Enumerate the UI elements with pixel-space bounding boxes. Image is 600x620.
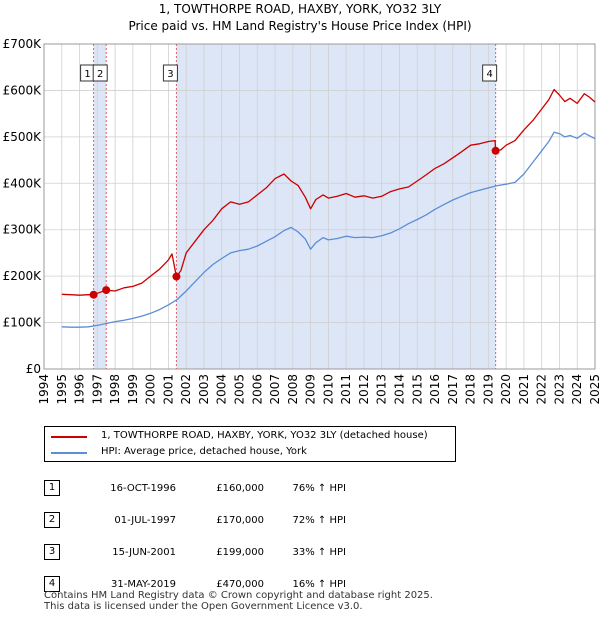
sale-price: £199,000 bbox=[216, 546, 264, 558]
y-tick-label: £700K bbox=[3, 37, 43, 51]
x-tick-label: 2020 bbox=[499, 374, 513, 405]
sale-hpi-change: 72% ↑ HPI bbox=[292, 514, 346, 526]
y-tick-label: £600K bbox=[3, 83, 43, 97]
sale-number-badge: 2 bbox=[44, 512, 60, 528]
legend-label-hpi: HPI: Average price, detached house, York bbox=[101, 446, 307, 457]
hpi-line bbox=[61, 131, 596, 328]
chart-title: 1, TOWTHORPE ROAD, HAXBY, YORK, YO32 3LY bbox=[158, 2, 442, 16]
sale-price: £470,000 bbox=[216, 578, 264, 590]
legend-swatch-hpi bbox=[51, 452, 87, 454]
x-tick-label: 2021 bbox=[517, 374, 531, 405]
footer-copyright: Contains HM Land Registry data © Crown c… bbox=[44, 590, 433, 601]
x-tick-label: 2017 bbox=[446, 374, 460, 405]
sale-label-frame bbox=[162, 64, 178, 82]
sale-label-box: 3 bbox=[162, 64, 178, 82]
table-row: 2 01-JUL-1997 £170,000 72% ↑ HPI bbox=[44, 504, 346, 536]
sale-label-text: 1 bbox=[84, 69, 90, 80]
shaded-ownership-period bbox=[93, 44, 107, 369]
table-row: 1 16-OCT-1996 £160,000 76% ↑ HPI bbox=[44, 472, 346, 504]
x-tick-label: 2014 bbox=[392, 374, 406, 405]
sale-label-box: 1 bbox=[80, 64, 96, 82]
y-tick-label: £0 bbox=[26, 362, 41, 376]
price-chart: 1 2 3 4 £0 £100K £200K £300K £400K £500K £600K £700… bbox=[3, 37, 600, 405]
legend-swatch-property bbox=[51, 436, 87, 438]
y-tick-label: £500K bbox=[3, 130, 43, 144]
x-tick-label: 2003 bbox=[197, 374, 211, 405]
x-tick-label: 2007 bbox=[268, 374, 282, 405]
x-tick-label: 2022 bbox=[535, 374, 549, 405]
x-tick-label: 2025 bbox=[588, 374, 600, 405]
x-tick-label: 2024 bbox=[570, 374, 584, 405]
sale-label-text: 2 bbox=[97, 69, 103, 80]
x-tick-label: 2002 bbox=[179, 374, 193, 405]
sale-date: 31-MAY-2019 bbox=[110, 578, 176, 590]
sale-label-box: 4 bbox=[482, 64, 498, 82]
sale-price: £170,000 bbox=[216, 514, 264, 526]
sale-point bbox=[172, 272, 181, 281]
sale-label-frame bbox=[92, 64, 108, 82]
sale-number-badge: 1 bbox=[44, 480, 60, 496]
x-tick-label: 2004 bbox=[215, 374, 229, 405]
sale-date: 16-OCT-1996 bbox=[110, 482, 176, 494]
shaded-ownership-period bbox=[176, 44, 496, 369]
x-tick-label: 2000 bbox=[144, 374, 158, 405]
x-tick-label: 2011 bbox=[339, 374, 353, 405]
sales-table: 1 16-OCT-1996 £160,000 76% ↑ HPI 2 01-JU… bbox=[44, 472, 346, 600]
plot-border bbox=[43, 43, 596, 370]
sale-number-badge: 3 bbox=[44, 544, 60, 560]
x-tick-label: 2005 bbox=[233, 374, 247, 405]
x-tick-label: 2016 bbox=[428, 374, 442, 405]
x-tick-label: 2008 bbox=[286, 374, 300, 405]
table-row: 3 15-JUN-2001 £199,000 33% ↑ HPI bbox=[44, 536, 346, 568]
x-tick-label: 2023 bbox=[552, 374, 566, 405]
sale-point bbox=[102, 286, 111, 295]
x-tick-label: 1996 bbox=[73, 374, 87, 405]
x-tick-label: 2001 bbox=[161, 374, 175, 405]
sale-point bbox=[491, 146, 500, 155]
sale-label-box: 2 bbox=[92, 64, 108, 82]
sale-date: 01-JUL-1997 bbox=[114, 514, 176, 526]
x-tick-label: 1999 bbox=[126, 374, 140, 405]
legend-label-property: 1, TOWTHORPE ROAD, HAXBY, YORK, YO32 3LY… bbox=[101, 430, 428, 441]
x-tick-label: 2013 bbox=[375, 374, 389, 405]
property-price-line bbox=[61, 88, 596, 296]
footer: Contains HM Land Registry data © Crown c… bbox=[44, 590, 433, 612]
sale-label-frame bbox=[482, 64, 498, 82]
x-tick-label: 2019 bbox=[481, 374, 495, 405]
x-tick-label: 1997 bbox=[90, 374, 104, 405]
sale-number-badge: 4 bbox=[44, 576, 60, 592]
x-tick-label: 1998 bbox=[108, 374, 122, 405]
sale-label-text: 4 bbox=[486, 69, 492, 80]
sale-hpi-change: 16% ↑ HPI bbox=[292, 578, 346, 590]
x-tick-label: 2010 bbox=[321, 374, 335, 405]
sale-point bbox=[89, 290, 98, 299]
sale-date: 15-JUN-2001 bbox=[112, 546, 176, 558]
x-tick-label: 2006 bbox=[250, 374, 264, 405]
y-tick-label: £400K bbox=[3, 176, 43, 190]
legend: 1, TOWTHORPE ROAD, HAXBY, YORK, YO32 3LY… bbox=[44, 426, 456, 462]
sale-label-text: 3 bbox=[167, 69, 173, 80]
chart-subtitle: Price paid vs. HM Land Registry's House … bbox=[128, 19, 472, 33]
x-tick-label: 1995 bbox=[55, 374, 69, 405]
x-tick-label: 1994 bbox=[37, 374, 51, 405]
x-tick-label: 2015 bbox=[410, 374, 424, 405]
x-tick-label: 2012 bbox=[357, 374, 371, 405]
sale-hpi-change: 76% ↑ HPI bbox=[292, 482, 346, 494]
y-tick-label: £200K bbox=[3, 269, 43, 283]
sale-hpi-change: 33% ↑ HPI bbox=[292, 546, 346, 558]
y-tick-label: £300K bbox=[3, 223, 43, 237]
footer-licence: This data is licensed under the Open Gov… bbox=[44, 601, 363, 612]
x-tick-label: 2018 bbox=[464, 374, 478, 405]
y-tick-label: £100K bbox=[3, 316, 43, 330]
x-tick-label: 2009 bbox=[304, 374, 318, 405]
sale-price: £160,000 bbox=[216, 482, 264, 494]
table-row: 4 31-MAY-2019 £470,000 16% ↑ HPI bbox=[44, 568, 346, 600]
